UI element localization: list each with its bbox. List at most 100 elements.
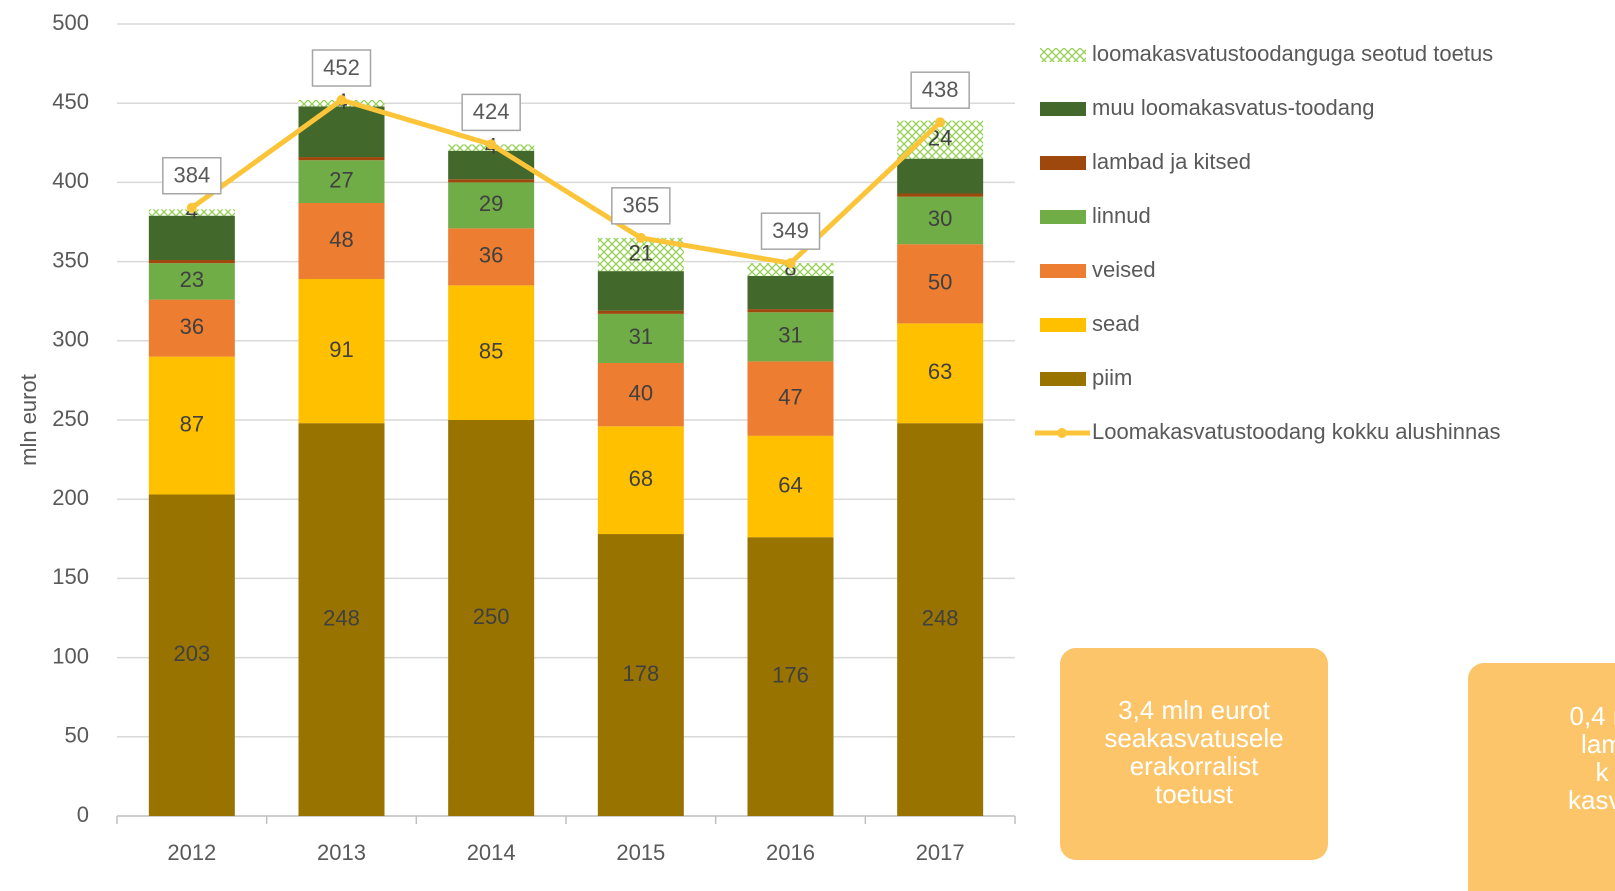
- data-label: 63: [928, 359, 952, 384]
- legend-label: veised: [1092, 257, 1156, 282]
- legend-label: Loomakasvatustoodang kokku alushinnas: [1092, 419, 1501, 444]
- bar-segment: [448, 179, 535, 183]
- data-label: 85: [479, 338, 503, 363]
- annotation-text: toetust: [1155, 779, 1234, 809]
- x-tick-label: 2012: [167, 840, 216, 865]
- legend-label: lambad ja kitsed: [1092, 149, 1251, 174]
- data-label: 178: [622, 661, 659, 686]
- bar-segment: [148, 356, 235, 495]
- legend-swatch: [1040, 156, 1086, 170]
- x-tick-label: 2016: [766, 840, 815, 865]
- x-tick-label: 2013: [317, 840, 366, 865]
- label-box: [311, 49, 372, 87]
- legend-label: muu loomakasvatus-toodang: [1092, 95, 1375, 120]
- bar-segment: [148, 260, 235, 264]
- line-point: [935, 117, 946, 128]
- line-label: 438: [922, 77, 959, 102]
- y-axis-label: mln eurot: [16, 374, 41, 466]
- annotation-text: 3,4 mln eurot: [1118, 695, 1271, 725]
- line-point: [785, 258, 796, 269]
- y-tick-label: 100: [52, 643, 89, 668]
- bar-segment: [148, 263, 235, 300]
- data-label: 50: [928, 270, 952, 295]
- bar-segment: [897, 323, 984, 424]
- data-label: 47: [778, 384, 802, 409]
- y-tick-label: 450: [52, 89, 89, 114]
- bar-segment: [597, 362, 684, 427]
- x-tick-label: 2015: [616, 840, 665, 865]
- data-label: 31: [629, 324, 653, 349]
- label-box: [611, 187, 671, 225]
- legend-label: loomakasvatustoodanguga seotud toetus: [1092, 41, 1493, 66]
- y-tick-label: 250: [52, 406, 89, 431]
- data-label: 68: [629, 466, 653, 491]
- line-label: 452: [323, 55, 360, 80]
- data-label: 64: [778, 472, 802, 497]
- line-label: 365: [622, 193, 659, 218]
- bar-segment: [897, 158, 984, 194]
- bar-segment: [448, 285, 535, 420]
- line-point: [186, 202, 197, 213]
- bar-segment: [747, 263, 834, 276]
- bar-segment: [597, 534, 684, 816]
- annotation-text: erakorralist: [1130, 751, 1259, 781]
- label-box: [910, 71, 970, 109]
- bar-segment: [298, 157, 385, 161]
- label-box: [461, 93, 521, 132]
- legend-swatch: [1040, 372, 1086, 386]
- legend-label: sead: [1092, 311, 1140, 336]
- data-label: 31: [778, 323, 802, 348]
- y-tick-label: 0: [77, 802, 89, 827]
- bar-segment: [298, 279, 385, 424]
- data-label: 36: [479, 243, 503, 268]
- legend-marker: [1057, 428, 1067, 438]
- data-label: 27: [329, 167, 353, 192]
- y-tick-label: 50: [65, 723, 89, 748]
- annotation-text: kasva: [1568, 785, 1615, 815]
- annotation-text: 0,4 m: [1569, 701, 1615, 731]
- bar-segment: [897, 193, 984, 197]
- data-label: 30: [928, 206, 952, 231]
- data-label: 48: [329, 227, 353, 252]
- y-tick-label: 200: [52, 485, 89, 510]
- annotation-text: seakasvatusele: [1104, 723, 1283, 753]
- data-label: 176: [772, 662, 809, 687]
- x-tick-label: 2017: [916, 840, 965, 865]
- legend-swatch: [1040, 318, 1086, 332]
- bar-segment: [448, 182, 535, 229]
- line-point: [336, 95, 347, 106]
- y-tick-label: 300: [52, 327, 89, 352]
- bar-segment: [298, 202, 385, 280]
- bar-segment: [298, 423, 385, 816]
- data-label: 36: [180, 314, 204, 339]
- data-label: 87: [180, 411, 204, 436]
- line-label: 424: [473, 99, 510, 124]
- bar-segment: [747, 312, 834, 362]
- bar-segment: [448, 420, 535, 816]
- line-point: [486, 139, 497, 150]
- label-box: [760, 212, 821, 250]
- annotation-text: k: [1596, 757, 1610, 787]
- annotation-text: lam: [1581, 729, 1615, 759]
- y-tick-label: 150: [52, 564, 89, 589]
- bar-segment: [597, 426, 684, 535]
- bar-segment: [148, 215, 235, 261]
- y-tick-label: 350: [52, 247, 89, 272]
- data-label: 40: [629, 380, 653, 405]
- bar-segment: [597, 313, 684, 363]
- bar-segment: [897, 196, 984, 245]
- bar-segment: [747, 435, 834, 538]
- data-label: 91: [329, 337, 353, 362]
- annotations: 3,4 mln eurotseakasvatuseleerakorralistt…: [1060, 648, 1615, 891]
- bar-segment: [747, 309, 834, 313]
- bar-segment: [897, 423, 984, 816]
- line-label: 384: [173, 163, 210, 188]
- data-label: 250: [473, 604, 510, 629]
- bar-segment: [448, 228, 535, 286]
- bar-segment: [298, 160, 385, 203]
- bar-segment: [597, 310, 684, 314]
- label-box: [162, 156, 222, 195]
- bar-segment: [747, 537, 834, 816]
- bar-segment: [597, 271, 684, 311]
